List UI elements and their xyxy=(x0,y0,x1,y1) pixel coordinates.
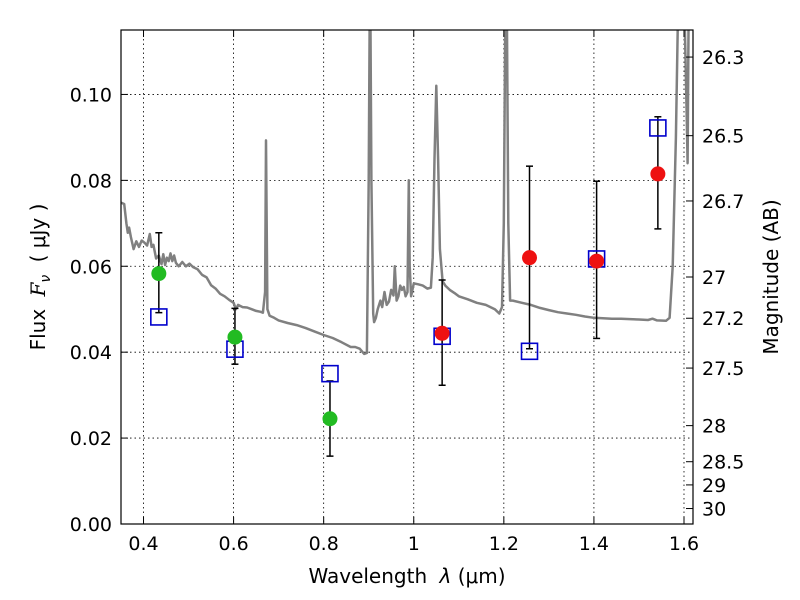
right-tick-label: 30 xyxy=(702,499,726,521)
x-axis-unit: (μm) xyxy=(458,564,506,588)
x-tick-label: 0.8 xyxy=(309,533,339,555)
y-tick-label: 0.10 xyxy=(70,84,112,106)
right-tick-label: 26.7 xyxy=(702,191,744,213)
circle-marker xyxy=(589,253,605,269)
x-tick-label: 1 xyxy=(408,533,420,555)
right-tick-label: 27.2 xyxy=(702,308,744,330)
x-tick-label: 0.4 xyxy=(128,533,158,555)
sed-curve-edge xyxy=(683,30,690,165)
sed-curve-layer xyxy=(121,30,690,356)
y-axis-ticks: 0.00 0.02 0.04 0.06 0.08 0.10 xyxy=(70,84,128,536)
square-marker xyxy=(520,342,539,361)
y-axis-label: Flux Fν ( μJy ) xyxy=(26,204,55,351)
square-marker xyxy=(649,119,667,137)
x-axis-symbol: λ xyxy=(439,564,452,588)
right-tick-label: 26.3 xyxy=(702,47,744,69)
right-axis-label: Magnitude (AB) xyxy=(759,199,783,354)
x-axis-ticks: 0.4 0.6 0.8 1 1.2 1.4 1.6 xyxy=(128,30,699,555)
right-tick-label: 28 xyxy=(702,416,726,438)
right-tick-label: 26.5 xyxy=(702,126,744,148)
y-tick-label: 0.00 xyxy=(70,514,112,536)
circle-marker xyxy=(650,166,666,182)
y-axis-label-text: Flux xyxy=(26,309,50,351)
sed-curve xyxy=(121,30,679,356)
circle-marker xyxy=(434,325,450,341)
square-marker xyxy=(321,364,339,383)
square-marker xyxy=(150,308,168,326)
y-axis-unit: ( μJy ) xyxy=(26,204,50,263)
y-tick-label: 0.02 xyxy=(70,428,112,450)
y-tick-label: 0.08 xyxy=(70,170,112,192)
y-tick-label: 0.06 xyxy=(70,256,112,278)
circle-marker xyxy=(151,266,167,282)
x-tick-label: 1.4 xyxy=(579,533,609,555)
y-tick-label: 0.04 xyxy=(70,342,112,364)
observed-circles xyxy=(151,166,666,427)
y-axis-symbol-subscript: ν xyxy=(38,275,54,283)
circle-marker xyxy=(227,329,243,345)
right-tick-label: 27.5 xyxy=(702,358,744,380)
x-tick-label: 1.6 xyxy=(669,533,699,555)
right-tick-label: 28.5 xyxy=(702,452,744,474)
circle-marker xyxy=(522,250,538,266)
right-tick-label: 29 xyxy=(702,475,726,497)
right-tick-label: 27 xyxy=(702,267,726,289)
x-axis-label-text: Wavelength xyxy=(308,564,427,588)
y-axis-symbol: F xyxy=(26,281,50,297)
x-axis-label: Wavelength λ (μm) xyxy=(308,564,505,588)
circle-marker xyxy=(322,411,338,427)
x-tick-label: 0.6 xyxy=(218,533,248,555)
x-tick-label: 1.2 xyxy=(489,533,519,555)
